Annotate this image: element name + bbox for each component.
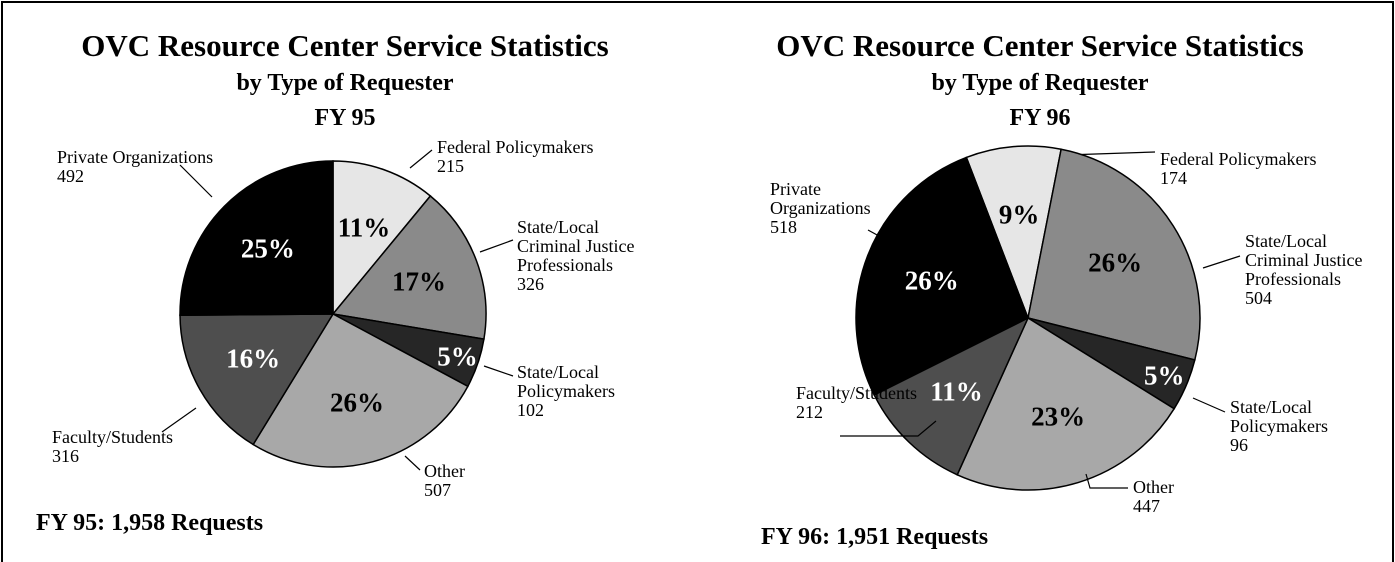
pie-slice <box>252 313 469 468</box>
percent-label: 23% <box>1031 401 1086 432</box>
value-label: 316 <box>52 446 79 466</box>
leader-line <box>840 420 937 437</box>
leader-line <box>1202 255 1241 269</box>
percent-label: 11% <box>930 376 983 407</box>
category-label: State/Local Criminal Justice Professiona… <box>1245 231 1363 289</box>
value-label: 96 <box>1230 435 1248 455</box>
value-label: 504 <box>1245 288 1272 308</box>
chart-title: OVC Resource Center Service Statistics <box>776 28 1304 63</box>
percent-label: 5% <box>437 341 478 371</box>
value-label: 507 <box>424 480 451 500</box>
value-label: 174 <box>1160 168 1187 188</box>
leader-line <box>179 164 213 198</box>
leader-line <box>409 149 433 169</box>
value-label: 326 <box>517 274 544 294</box>
percent-label: 26% <box>1088 247 1143 278</box>
category-label: Private Organizations <box>770 179 871 218</box>
value-label: 447 <box>1133 496 1160 516</box>
category-label: State/Local Policymakers <box>517 362 615 401</box>
percent-label: 11% <box>337 212 391 243</box>
leader-line <box>404 455 421 471</box>
leader-line <box>1192 397 1226 413</box>
pie-slice <box>332 160 432 317</box>
chart-period: FY 95 <box>314 105 376 131</box>
percent-label: 26% <box>330 387 385 418</box>
percent-label: 16% <box>226 343 281 374</box>
category-label: Other <box>424 461 465 481</box>
leader-line <box>1085 473 1128 489</box>
leader-line <box>479 239 514 253</box>
percent-label: 26% <box>904 265 959 296</box>
value-label: 212 <box>796 402 823 422</box>
value-label: 492 <box>57 166 84 186</box>
category-label: State/Local Policymakers <box>1230 397 1328 436</box>
category-label: Other <box>1133 477 1174 497</box>
percent-label: 9% <box>998 199 1040 230</box>
chart-footer: FY 96: 1,951 Requests <box>761 524 989 550</box>
pie-slice <box>179 313 335 446</box>
chart-subtitle: by Type of Requester <box>931 70 1149 96</box>
category-label: Federal Policymakers <box>437 137 594 157</box>
value-label: 102 <box>517 400 544 420</box>
category-label: Faculty/Students <box>52 427 173 447</box>
category-label: Faculty/Students <box>796 383 917 403</box>
category-label: Federal Policymakers <box>1160 149 1317 169</box>
chart-title: OVC Resource Center Service Statistics <box>81 28 609 63</box>
percent-label: 5% <box>1143 360 1185 391</box>
chart-footer: FY 95: 1,958 Requests <box>36 510 264 536</box>
pie-slice <box>965 145 1063 321</box>
value-label: 518 <box>770 217 797 237</box>
pie-slice <box>956 316 1176 491</box>
chart-subtitle: by Type of Requester <box>236 70 454 96</box>
pie-slice <box>1027 148 1201 361</box>
pie-slice <box>331 194 487 341</box>
leader-line <box>483 365 514 377</box>
category-label: State/Local Criminal Justice Professiona… <box>517 217 635 275</box>
pie-slice <box>855 156 1029 396</box>
value-label: 215 <box>437 156 464 176</box>
chart-period: FY 96 <box>1009 105 1071 131</box>
pie-slice <box>179 160 334 316</box>
category-label: Private Organizations <box>57 147 214 167</box>
percent-label: 25% <box>240 233 295 264</box>
leader-line <box>867 229 909 253</box>
percent-label: 17% <box>391 266 446 297</box>
leader-line <box>161 407 197 433</box>
